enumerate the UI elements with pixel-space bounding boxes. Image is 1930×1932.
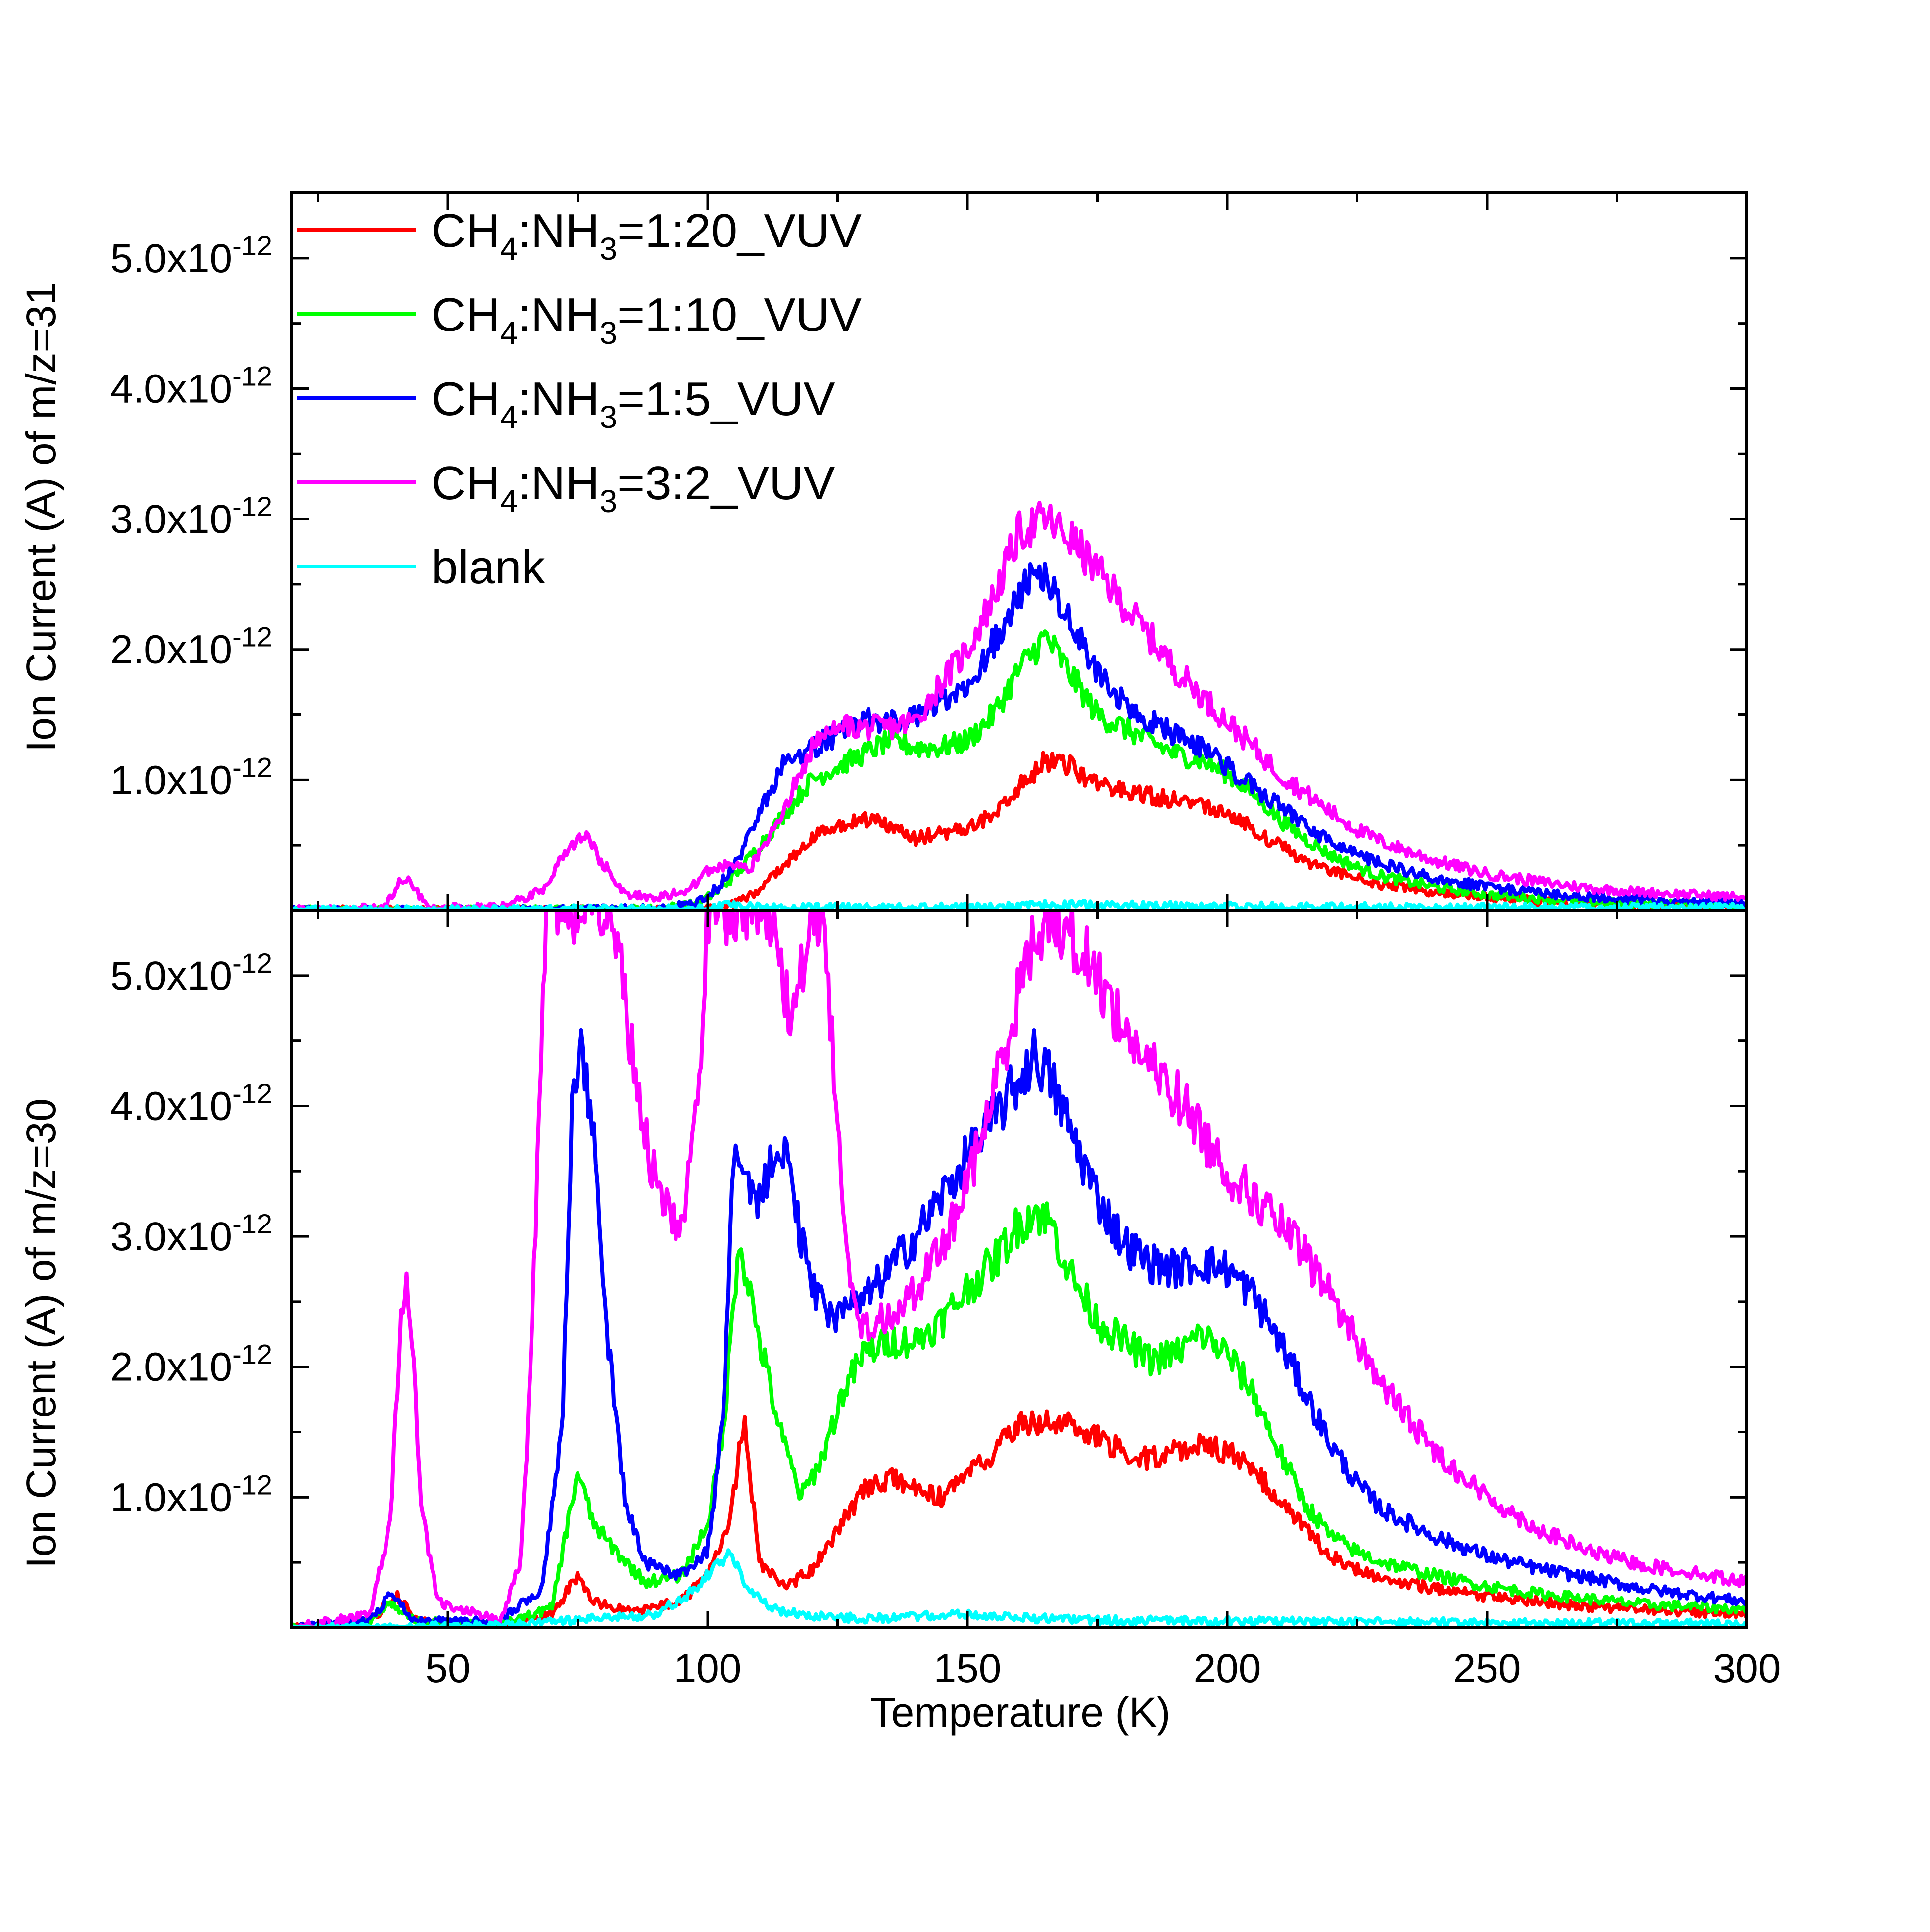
y-tick-label-bottom: 4.0x10-12 [110, 1078, 272, 1129]
x-axis-title: Temperature (K) [870, 1689, 1171, 1736]
series-line-bottom-5 [292, 1548, 1747, 1628]
legend-label-5: blank [432, 541, 546, 594]
plot-frame-bottom [290, 909, 1748, 1629]
bottom-plot-area: 1.0x10-12 2.0x10-12 3.0x10-12 4.0x10-12 5.0x… [110, 909, 1781, 1691]
legend: CH4:NH3=1:20_VUV CH4:NH3=1:10_VUV CH4:NH3=… [297, 204, 862, 594]
x-tick-label: 100 [674, 1646, 742, 1691]
series-line-bottom-4 [292, 910, 1747, 1628]
x-tick-label: 300 [1713, 1646, 1781, 1691]
y-tick-label-top: 1.0x10-12 [110, 752, 272, 802]
top-y-axis-title: Ion Current (A) of m/z=31 [18, 282, 64, 752]
y-tick-label-bottom: 2.0x10-12 [110, 1339, 272, 1390]
x-tick-label: 250 [1453, 1646, 1521, 1691]
legend-label-2: CH4:NH3=1:10_VUV [432, 288, 862, 351]
series-line-bottom-2 [292, 1201, 1747, 1628]
y-tick-label-top: 5.0x10-12 [110, 230, 272, 281]
y-tick-label-bottom: 3.0x10-12 [110, 1208, 272, 1259]
legend-label-1: CH4:NH3=1:20_VUV [432, 204, 862, 267]
bottom-y-axis-title: Ion Current (A) of m/z=30 [18, 1098, 64, 1568]
legend-label-4: CH4:NH3=3:2_VUV [432, 457, 835, 519]
legend-label-3: CH4:NH3=1:5_VUV [432, 373, 835, 435]
series-line-bottom-3 [292, 1028, 1747, 1628]
x-tick-label: 50 [425, 1646, 470, 1691]
x-tick-label: 200 [1194, 1646, 1261, 1691]
series-line-top-4 [292, 501, 1747, 910]
y-tick-label-top: 4.0x10-12 [110, 360, 272, 411]
y-tick-label-top: 3.0x10-12 [110, 491, 272, 542]
y-tick-label-bottom: 5.0x10-12 [110, 947, 272, 998]
x-tick-label: 150 [934, 1646, 1002, 1691]
y-tick-label-bottom: 1.0x10-12 [110, 1469, 272, 1520]
y-tick-label-top: 2.0x10-12 [110, 621, 272, 672]
